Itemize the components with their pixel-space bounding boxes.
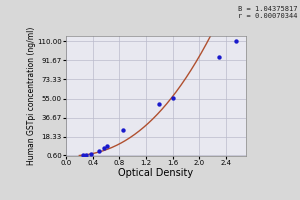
Point — [89, 152, 94, 156]
Point — [120, 128, 125, 132]
Point — [234, 40, 239, 43]
Point — [97, 149, 102, 152]
Y-axis label: Human GSTpi concentration (ng/ml): Human GSTpi concentration (ng/ml) — [27, 27, 36, 165]
X-axis label: Optical Density: Optical Density — [118, 168, 194, 178]
Point — [157, 102, 162, 105]
Text: B = 1.04375817
r = 0.00070344: B = 1.04375817 r = 0.00070344 — [238, 6, 297, 19]
Point — [84, 154, 88, 157]
Point — [105, 144, 110, 148]
Point — [102, 147, 106, 150]
Point — [217, 55, 222, 58]
Point — [170, 96, 175, 99]
Point — [80, 154, 85, 157]
